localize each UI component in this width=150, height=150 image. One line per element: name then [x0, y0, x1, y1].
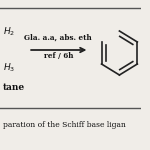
Text: ref / 6h: ref / 6h: [44, 52, 73, 60]
Text: paration of the Schiff base ligan: paration of the Schiff base ligan: [3, 121, 126, 129]
Text: Gla. a.a, abs. eth: Gla. a.a, abs. eth: [24, 34, 92, 42]
Text: $H_3$: $H_3$: [3, 62, 15, 74]
Text: tane: tane: [3, 84, 25, 93]
Text: $H_2$: $H_2$: [3, 26, 15, 38]
